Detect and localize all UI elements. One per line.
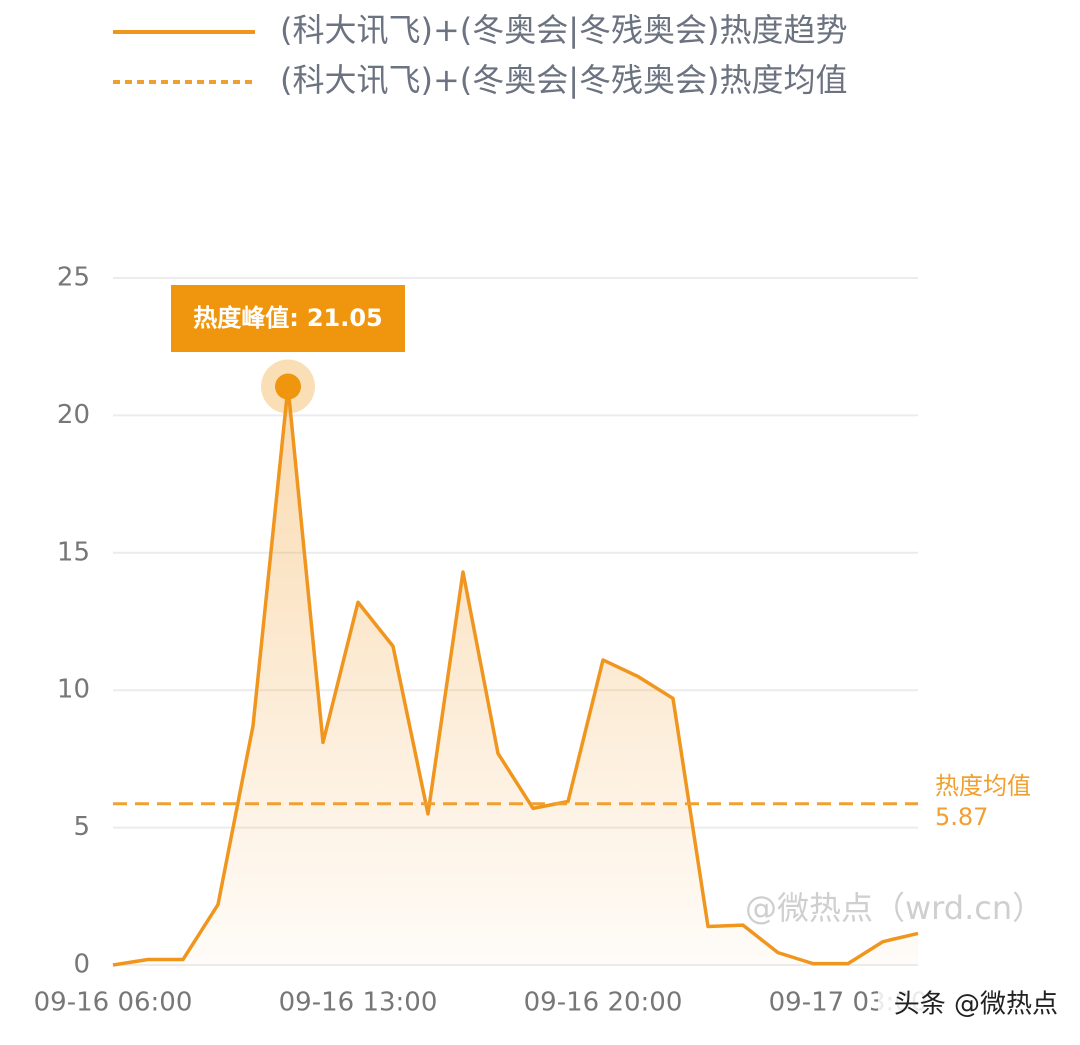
peak-box: [171, 285, 405, 352]
y-tick-label: 15: [57, 537, 90, 567]
x-tick-label: 09-16 13:00: [279, 988, 438, 1018]
y-tick-label: 5: [73, 812, 90, 842]
y-tick-label: 25: [57, 263, 90, 293]
legend-label: (科大讯飞)+(冬奥会|冬残奥会)热度均值: [280, 61, 848, 99]
area: [113, 386, 918, 965]
peak-annotation: 热度峰值: 21.05: [193, 304, 383, 332]
peak-value: 21.05: [307, 304, 383, 332]
line: [112, 384, 919, 967]
source: 头条 @微热点: [894, 990, 1058, 1020]
legend-label: (科大讯飞)+(冬奥会|冬残奥会)热度趋势: [280, 11, 848, 49]
x-tick-label: 09-16 20:00: [524, 988, 683, 1018]
x-tick-label: 09-16 06:00: [34, 988, 193, 1018]
peak-label: 热度峰值:: [193, 304, 299, 332]
mean-value: 5.87: [935, 803, 988, 831]
mean-label: 热度均值: [935, 772, 1031, 800]
source-bg: [878, 985, 1068, 1025]
y-tick-label: 10: [57, 675, 90, 705]
watermark: @微热点（wrd.cn）: [745, 889, 1044, 927]
y-tick-label: 0: [73, 950, 90, 980]
y-tick-label: 20: [57, 400, 90, 430]
peak-dot: [275, 373, 301, 400]
